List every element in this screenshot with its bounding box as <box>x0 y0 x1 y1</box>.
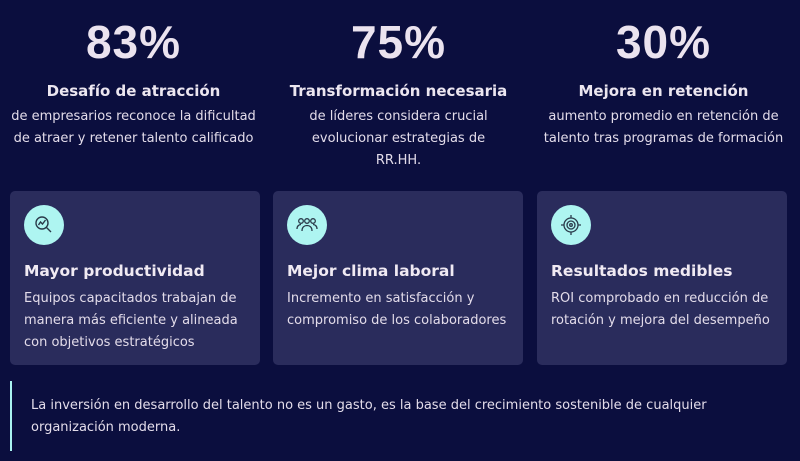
quote-block: La inversión en desarrollo del talento n… <box>10 381 790 451</box>
card-description: Equipos capacitados trabajan de manera m… <box>24 291 238 350</box>
card-description: Incremento en satisfacción y compromiso … <box>287 291 507 328</box>
stat-title: Transformación necesaria <box>289 82 508 100</box>
stat-transformation: 75% Transformación necesaria de líderes … <box>266 14 531 172</box>
chart-search-icon <box>24 205 64 245</box>
stat-title: Desafío de atracción <box>46 82 221 100</box>
stat-retention: 30% Mejora en retención aumento promedio… <box>531 14 796 150</box>
stat-attraction: 83% Desafío de atracción de empresarios … <box>1 14 266 150</box>
card-description: ROI comprobado en reducción de rotación … <box>551 291 770 328</box>
benefit-card-climate: Mejor clima laboral Incremento en satisf… <box>273 191 523 365</box>
card-title: Mejor clima laboral <box>287 262 455 280</box>
stat-description: aumento promedio en retención de talento… <box>543 109 784 146</box>
card-title: Resultados medibles <box>551 262 733 280</box>
target-icon <box>551 205 591 245</box>
stat-value: 30% <box>615 16 712 68</box>
benefit-card-productivity: Mayor productividad Equipos capacitados … <box>10 191 260 365</box>
stat-title: Mejora en retención <box>578 82 749 100</box>
benefit-card-results: Resultados medibles ROI comprobado en re… <box>537 191 787 365</box>
stat-description: de empresarios reconoce la dificultad de… <box>11 109 256 146</box>
stat-value: 75% <box>350 16 447 68</box>
users-icon <box>287 205 327 245</box>
card-title: Mayor productividad <box>24 262 205 280</box>
stat-description: de líderes considera crucial evolucionar… <box>309 109 488 168</box>
stat-value: 83% <box>85 16 182 68</box>
